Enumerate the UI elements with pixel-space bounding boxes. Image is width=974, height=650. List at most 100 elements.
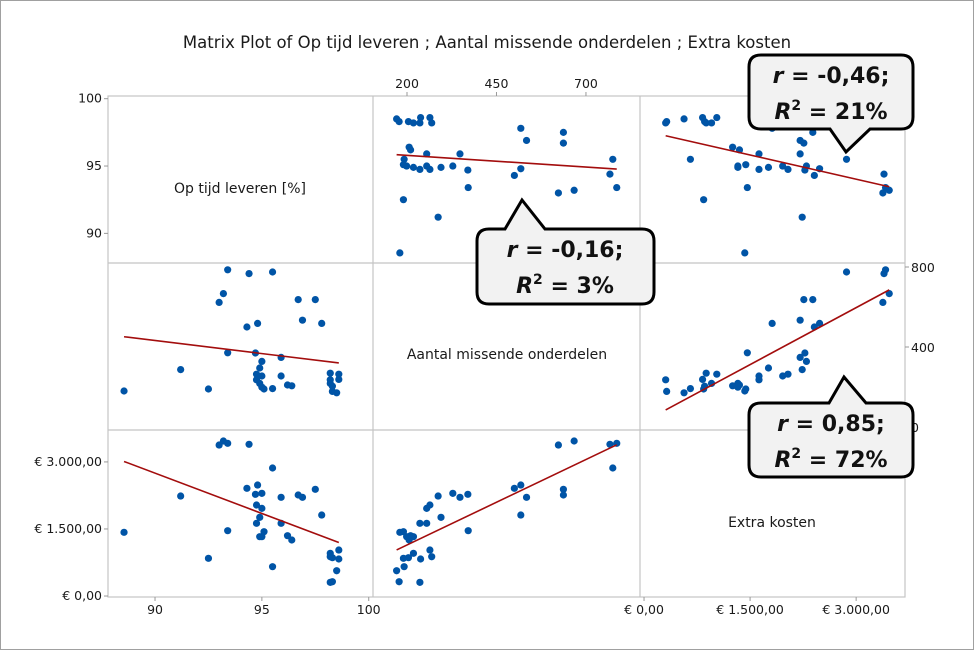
data-point	[326, 369, 334, 377]
data-point	[680, 115, 688, 123]
data-point	[258, 372, 266, 380]
data-point	[517, 165, 525, 173]
data-point	[268, 268, 277, 276]
data-point	[768, 319, 776, 327]
data-point	[517, 511, 525, 519]
data-point	[885, 290, 893, 298]
data-point	[177, 366, 185, 374]
callout-r2: R2 = 21%	[774, 98, 887, 125]
data-point	[796, 353, 804, 361]
fit-line	[123, 335, 339, 364]
data-point	[258, 489, 266, 497]
data-point	[245, 270, 253, 278]
data-point	[570, 186, 578, 194]
data-point	[755, 372, 763, 380]
data-point	[609, 155, 617, 163]
data-point	[800, 296, 808, 304]
data-point	[559, 485, 568, 493]
chart-title: Matrix Plot of Op tijd leveren ; Aantal …	[183, 33, 791, 52]
fit-line	[396, 444, 618, 551]
data-point	[606, 440, 614, 448]
data-point	[880, 170, 888, 178]
data-point	[215, 441, 223, 449]
callout-aantal-kosten: r = 0,85; R2 = 72%	[747, 374, 915, 479]
data-point	[416, 165, 424, 173]
data-point	[606, 170, 614, 178]
data-point	[399, 554, 408, 562]
data-point	[522, 493, 531, 501]
y-tick-label-kosten: € 0,00	[62, 588, 102, 603]
data-point	[245, 440, 253, 448]
x-tick-label-tijd: 95	[254, 602, 270, 617]
panel-tijd-vs-aantal	[393, 113, 621, 257]
data-point	[393, 567, 401, 575]
y-tick-label-kosten: € 1.500,00	[34, 521, 102, 536]
y-tick-label-tijd: 90	[86, 225, 102, 240]
data-point	[423, 504, 431, 512]
data-point	[734, 163, 742, 171]
data-point	[177, 492, 185, 500]
diag-label-tijd: Op tijd leveren [%]	[174, 181, 306, 197]
callout-bubble	[747, 374, 915, 479]
data-point	[796, 316, 804, 324]
data-point	[755, 150, 763, 158]
data-point	[268, 563, 277, 571]
panel-kosten-vs-aantal	[393, 437, 621, 586]
y-tick-label-aantal: 0	[911, 420, 919, 435]
data-point	[328, 554, 336, 562]
data-point	[559, 491, 568, 499]
data-point	[204, 554, 213, 562]
data-point	[700, 196, 708, 204]
data-point	[464, 490, 472, 498]
callout-bubble	[475, 197, 656, 306]
callout-r: r = -0,46;	[773, 64, 890, 89]
data-point	[434, 213, 442, 221]
data-point	[120, 387, 128, 395]
data-point	[801, 349, 809, 357]
data-point	[400, 563, 408, 571]
data-point	[879, 189, 887, 197]
data-point	[554, 189, 562, 197]
data-point	[406, 532, 415, 540]
data-point	[464, 183, 472, 192]
data-point	[702, 369, 710, 377]
data-point	[328, 382, 336, 390]
data-point	[554, 441, 562, 449]
data-point	[395, 578, 403, 586]
data-point	[333, 567, 341, 575]
data-point	[416, 519, 424, 527]
data-point	[335, 546, 343, 554]
data-point	[517, 481, 525, 489]
x-tick-label-kosten: € 0,00	[624, 602, 664, 617]
data-point	[698, 113, 707, 122]
x-tick-label-aantal: 450	[485, 76, 509, 91]
data-point	[784, 165, 792, 173]
y-tick-label-tijd: 95	[86, 158, 102, 173]
data-point	[464, 527, 472, 535]
data-point	[743, 349, 751, 357]
data-point	[311, 296, 319, 304]
data-point	[283, 532, 292, 540]
data-point	[406, 146, 415, 154]
data-point	[423, 519, 431, 527]
data-point	[698, 375, 707, 383]
data-point	[842, 268, 851, 276]
data-point	[318, 511, 326, 519]
data-point	[399, 196, 408, 204]
data-point	[298, 493, 307, 501]
data-point	[252, 501, 261, 509]
data-point	[662, 119, 670, 127]
data-point	[662, 376, 670, 384]
data-point	[437, 513, 445, 521]
data-point	[294, 296, 302, 304]
data-point	[713, 370, 721, 378]
data-point	[464, 166, 472, 174]
data-point	[779, 162, 787, 170]
data-point	[335, 375, 343, 383]
data-point	[298, 316, 307, 324]
data-point	[426, 546, 434, 554]
x-tick-label-aantal: 200	[395, 76, 419, 91]
fit-line	[665, 289, 890, 411]
data-point	[243, 484, 251, 492]
